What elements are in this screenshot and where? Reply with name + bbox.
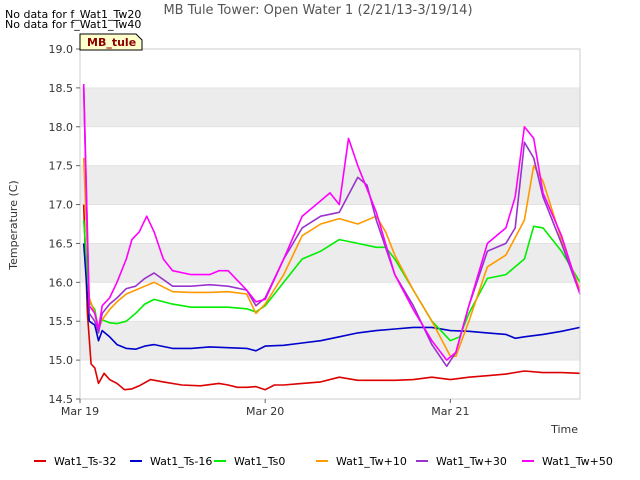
- chart-notes: No data for f_Wat1_Tw20 No data for f_Wa…: [5, 8, 141, 31]
- y-tick-label: 18.0: [49, 121, 74, 134]
- series-line-Wat1_Ts-32: [82, 204, 581, 391]
- series-lines: [82, 83, 581, 391]
- y-tick-label: 15.5: [49, 315, 74, 328]
- badge-box: [79, 33, 143, 51]
- legend-label: Wat1_Tw+30: [436, 455, 507, 468]
- x-tick-label: Mar 19: [61, 405, 99, 418]
- legend-label: Wat1_Ts0: [234, 455, 285, 468]
- y-tick-label: 14.5: [49, 393, 74, 406]
- axes: 14.5 15.0 15.5 16.0 16.5 17.0 17.5 18.0 18.5 19.0…: [49, 43, 581, 418]
- y-tick-label: 16.5: [49, 237, 74, 250]
- legend: Wat1_Ts-32 Wat1_Ts-16 Wat1_Ts0 Wat1_Tw+10 Wa…: [34, 455, 613, 468]
- legend-label: Wat1_Ts-16: [150, 455, 212, 468]
- y-tick-label: 19.0: [49, 43, 74, 56]
- grid-band: [80, 87, 580, 127]
- badge-label: MB_tule: [87, 36, 136, 49]
- y-axis-label: Temperature (C): [7, 180, 20, 270]
- no-data-note-1: No data for f_Wat1_Tw20: [5, 8, 141, 21]
- grid-band: [80, 243, 580, 283]
- no-data-note-2: No data for f_Wat1_Tw40: [5, 18, 141, 31]
- x-tick-label: Mar 20: [246, 405, 284, 418]
- chart-title: MB Tule Tower: Open Water 1 (2/21/13-3/1…: [163, 3, 472, 18]
- grid-band: [80, 165, 580, 205]
- y-tick-label: 18.5: [49, 82, 74, 95]
- series-line-Wat1_Tw+50: [82, 83, 581, 361]
- series-line-Wat1_Ts-16: [82, 243, 581, 352]
- legend-label: Wat1_Tw+10: [336, 455, 407, 468]
- series-line-Wat1_Ts0: [82, 220, 581, 342]
- grid-bands: [80, 48, 580, 400]
- plot-frame: [79, 48, 581, 400]
- series-line-Wat1_Tw+30: [82, 87, 581, 368]
- y-tick-label: 17.5: [49, 160, 74, 173]
- x-tick-label: Mar 21: [431, 405, 469, 418]
- legend-label: Wat1_Ts-32: [54, 455, 116, 468]
- badge: MB_tule: [79, 33, 143, 51]
- series-line-Wat1_Tw+10: [82, 157, 581, 358]
- x-axis-label: Time: [550, 423, 578, 436]
- grid-band: [80, 321, 580, 361]
- y-tick-label: 16.0: [49, 276, 74, 289]
- y-tick-label: 15.0: [49, 354, 74, 367]
- y-tick-label: 17.0: [49, 199, 74, 212]
- legend-label: Wat1_Tw+50: [542, 455, 613, 468]
